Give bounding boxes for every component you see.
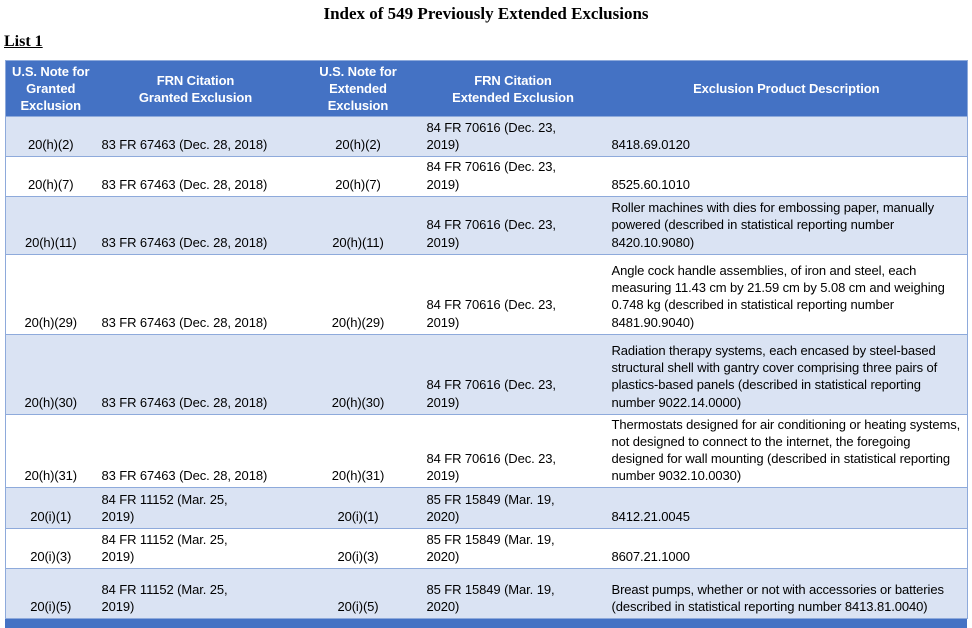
us-note-extended-cell: 20(h)(31) — [295, 413, 421, 488]
frn-extended-cell: 84 FR 70616 (Dec. 23, 2019) — [420, 156, 606, 197]
table-row: 20(h)(7) 83 FR 67463 (Dec. 28, 2018) 20(h)… — [5, 156, 968, 197]
us-note-extended-cell: 20(h)(30) — [295, 333, 421, 415]
description-cell: 8412.21.0045 — [605, 487, 968, 529]
list-label: List 1 — [4, 33, 43, 50]
description-cell: 8525.60.1010 — [605, 156, 968, 197]
header-exclusion-product-description: Exclusion Product Description — [605, 60, 968, 117]
us-note-granted-cell: 20(h)(30) — [5, 333, 96, 415]
document-page: Index of 549 Previously Extended Exclusi… — [0, 4, 972, 628]
frn-granted-cell: 83 FR 67463 (Dec. 28, 2018) — [95, 195, 296, 255]
table-row: 20(h)(11) 83 FR 67463 (Dec. 28, 2018) 20(h… — [5, 195, 968, 255]
frn-granted-cell: 83 FR 67463 (Dec. 28, 2018) — [95, 253, 296, 335]
us-note-extended-cell: 20(h)(2) — [295, 116, 421, 157]
us-note-granted-cell: 20(i)(5) — [5, 568, 96, 619]
table-row: 20(i)(1) 84 FR 11152 (Mar. 25, 2019) 20(i)… — [5, 487, 968, 529]
us-note-granted-cell: 20(h)(31) — [5, 413, 96, 488]
us-note-granted-cell: 20(h)(11) — [5, 195, 96, 255]
table-row: 20(i)(3) 84 FR 11152 (Mar. 25, 2019) 20(i)… — [5, 528, 968, 569]
us-note-extended-cell: 20(i)(3) — [295, 528, 421, 569]
frn-granted-cell: 83 FR 67463 (Dec. 28, 2018) — [95, 333, 296, 415]
description-cell: 8607.21.1000 — [605, 528, 968, 569]
frn-extended-cell: 84 FR 70616 (Dec. 23, 2019) — [420, 195, 606, 255]
us-note-extended-cell: 20(h)(7) — [295, 156, 421, 197]
description-cell: Breast pumps, whether or not with access… — [605, 568, 968, 619]
table-row: 20(h)(30) 83 FR 67463 (Dec. 28, 2018) 20(h… — [5, 333, 968, 415]
us-note-granted-cell: 20(i)(3) — [5, 528, 96, 569]
us-note-granted-cell: 20(h)(2) — [5, 116, 96, 157]
table-row: 20(h)(2) 83 FR 67463 (Dec. 28, 2018) 20(h)… — [5, 116, 968, 157]
frn-granted-cell: 84 FR 11152 (Mar. 25, 2019) — [95, 528, 296, 569]
frn-granted-cell: 83 FR 67463 (Dec. 28, 2018) — [95, 413, 296, 488]
frn-granted-cell: 83 FR 67463 (Dec. 28, 2018) — [95, 116, 296, 157]
table-row: 20(h)(29) 83 FR 67463 (Dec. 28, 2018) 20(h… — [5, 253, 968, 335]
table-row: 20(i)(5) 84 FR 11152 (Mar. 25, 2019) 20(i)… — [5, 568, 968, 619]
us-note-extended-cell: 20(i)(1) — [295, 487, 421, 529]
frn-extended-cell: 84 FR 70616 (Dec. 23, 2019) — [420, 253, 606, 335]
description-cell: Angle cock handle assemblies, of iron an… — [605, 253, 968, 335]
us-note-extended-cell: 20(h)(11) — [295, 195, 421, 255]
header-us-note-extended: U.S. Note for Extended Exclusion — [295, 60, 421, 117]
header-us-note-granted: U.S. Note for Granted Exclusion — [5, 60, 96, 117]
table-body: 20(h)(2) 83 FR 67463 (Dec. 28, 2018) 20(h)… — [5, 116, 968, 619]
frn-granted-cell: 83 FR 67463 (Dec. 28, 2018) — [95, 156, 296, 197]
frn-extended-cell: 85 FR 15849 (Mar. 19, 2020) — [420, 487, 606, 529]
description-cell: Thermostats designed for air conditionin… — [605, 413, 968, 488]
frn-granted-cell: 84 FR 11152 (Mar. 25, 2019) — [95, 487, 296, 529]
exclusions-table: U.S. Note for Granted Exclusion FRN Cita… — [5, 60, 968, 620]
table-row: 20(h)(31) 83 FR 67463 (Dec. 28, 2018) 20(h… — [5, 413, 968, 488]
table-header-row: U.S. Note for Granted Exclusion FRN Cita… — [5, 60, 968, 117]
frn-extended-cell: 84 FR 70616 (Dec. 23, 2019) — [420, 333, 606, 415]
frn-extended-cell: 85 FR 15849 (Mar. 19, 2020) — [420, 568, 606, 619]
frn-extended-cell: 84 FR 70616 (Dec. 23, 2019) — [420, 116, 606, 157]
document-title: Index of 549 Previously Extended Exclusi… — [323, 4, 649, 23]
us-note-extended-cell: 20(i)(5) — [295, 568, 421, 619]
us-note-extended-cell: 20(h)(29) — [295, 253, 421, 335]
description-cell: Radiation therapy systems, each encased … — [605, 333, 968, 415]
description-cell: 8418.69.0120 — [605, 116, 968, 157]
us-note-granted-cell: 20(h)(7) — [5, 156, 96, 197]
description-cell: Roller machines with dies for embossing … — [605, 195, 968, 255]
us-note-granted-cell: 20(h)(29) — [5, 253, 96, 335]
header-frn-citation-granted: FRN Citation Granted Exclusion — [95, 60, 296, 117]
frn-granted-cell: 84 FR 11152 (Mar. 25, 2019) — [95, 568, 296, 619]
frn-extended-cell: 85 FR 15849 (Mar. 19, 2020) — [420, 528, 606, 569]
frn-extended-cell: 84 FR 70616 (Dec. 23, 2019) — [420, 413, 606, 488]
header-frn-citation-extended: FRN Citation Extended Exclusion — [420, 60, 606, 117]
us-note-granted-cell: 20(i)(1) — [5, 487, 96, 529]
